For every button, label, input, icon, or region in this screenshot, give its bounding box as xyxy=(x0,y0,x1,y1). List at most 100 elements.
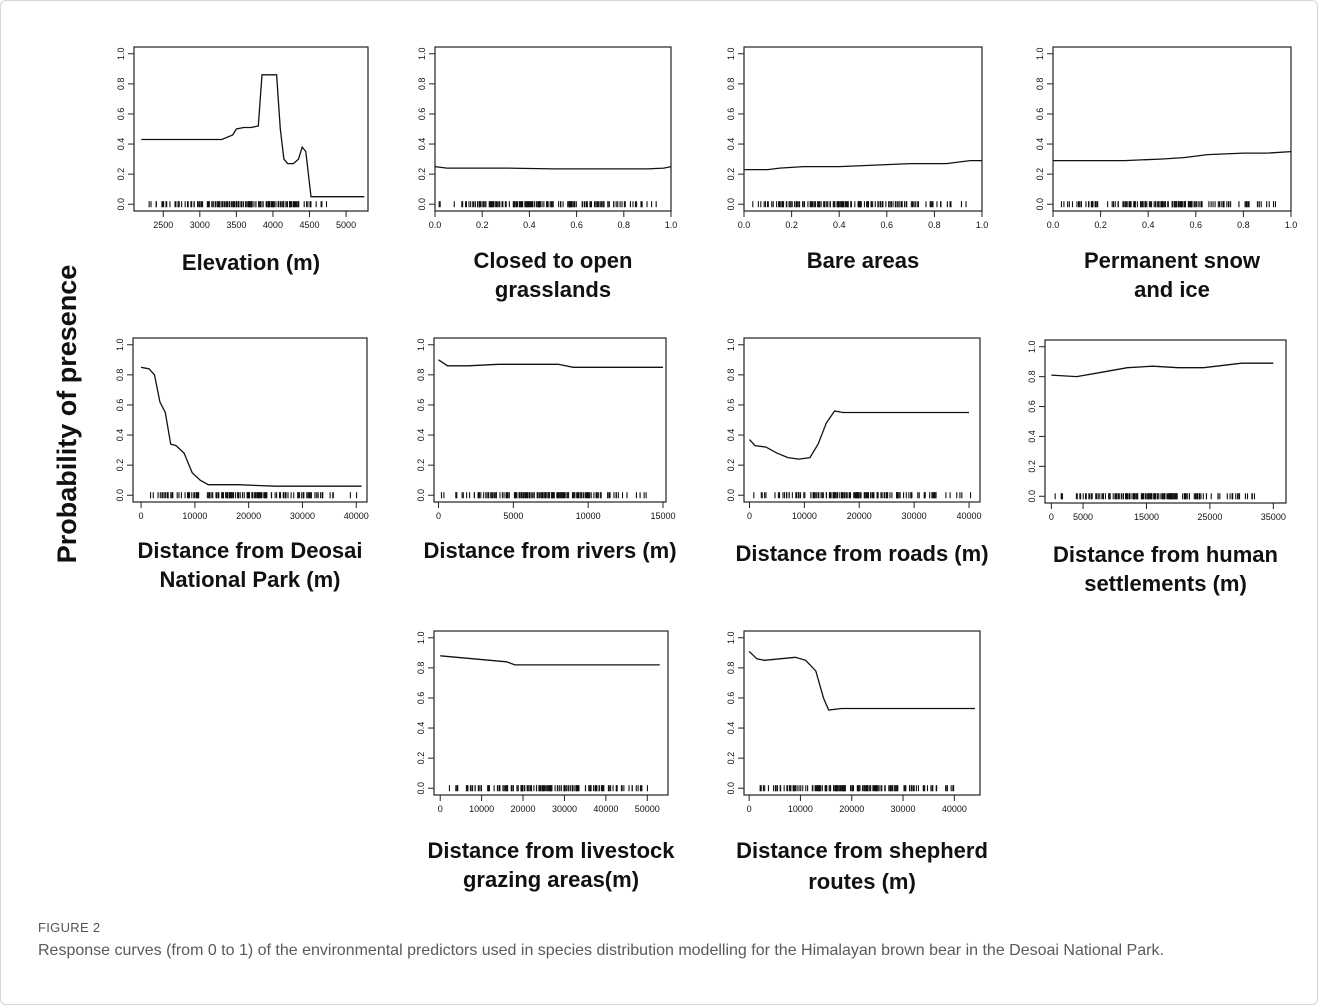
panel-shepherd: 0.0 0.2 0.4 0.6 0.8 1.0 0 10000 20000 30000 40000 D… xyxy=(726,630,988,894)
y-tick-label: 1.0 xyxy=(416,632,426,645)
x-tick-label: 10000 xyxy=(576,511,601,521)
panel-grasslands: 0.0 0.2 0.4 0.6 0.8 1.0 0.0 0.2 0.4 0.6 0.8 1.0 Clos… xyxy=(417,46,677,302)
y-tick-label: 0.6 xyxy=(726,399,736,412)
x-tick-label: 0.0 xyxy=(738,220,751,230)
y-tick-label: 1.0 xyxy=(416,339,426,352)
y-tick-label: 0.8 xyxy=(115,369,125,382)
y-tick-label: 0.0 xyxy=(116,198,126,211)
rug-marks xyxy=(759,785,955,792)
y-tick-label: 0.4 xyxy=(116,138,126,151)
panel-title: Distance from roads (m) xyxy=(735,541,988,566)
response-curve xyxy=(744,159,982,171)
y-tick-label: 0.4 xyxy=(417,138,427,151)
panel-title: grazing areas(m) xyxy=(463,867,639,892)
y-tick-label: 0.8 xyxy=(726,78,736,91)
panel-title: Closed to open xyxy=(474,248,633,273)
y-tick-label: 1.0 xyxy=(116,48,126,61)
x-tick-label: 0.0 xyxy=(429,220,442,230)
panel-elevation: 0.0 0.2 0.4 0.6 0.8 1.0 2500 3000 3500 4000 4500 50… xyxy=(116,46,369,275)
y-tick-label: 0.2 xyxy=(116,168,126,181)
panel-title: Distance from livestock xyxy=(428,838,676,863)
plot-box xyxy=(743,46,983,212)
y-tick-label: 0.6 xyxy=(726,692,736,705)
panel-bare: 0.0 0.2 0.4 0.6 0.8 1.0 0.0 0.2 0.4 0.6 0.8 1.0 Bare… xyxy=(726,46,989,273)
plot-box xyxy=(132,337,368,503)
panel-roads: 0.0 0.2 0.4 0.6 0.8 1.0 0 10000 20000 30000 40000 D… xyxy=(726,337,989,566)
response-curve xyxy=(434,165,672,170)
y-tick-label: 0.0 xyxy=(416,489,426,502)
rug-marks xyxy=(149,492,358,499)
x-tick-label: 0 xyxy=(139,511,144,521)
plot-box xyxy=(133,46,369,212)
y-tick-label: 0.2 xyxy=(1035,168,1045,181)
x-tick-label: 0.4 xyxy=(833,220,846,230)
x-tick-label: 30000 xyxy=(290,511,315,521)
panel-livestock: 0.0 0.2 0.4 0.6 0.8 1.0 0 10000 20000 30000 40000 5… xyxy=(416,630,676,892)
x-tick-label: 10000 xyxy=(792,511,817,521)
x-tick-label: 5000 xyxy=(1073,512,1093,522)
figure-caption: Response curves (from 0 to 1) of the env… xyxy=(38,942,1164,959)
x-tick-label: 0.8 xyxy=(1237,220,1250,230)
shared-y-axis-label: Probability of presence xyxy=(52,265,82,564)
x-tick-label: 1.0 xyxy=(976,220,989,230)
y-tick-label: 1.0 xyxy=(726,48,736,61)
x-tick-label: 1.0 xyxy=(1285,220,1298,230)
x-tick-label: 30000 xyxy=(902,511,927,521)
rug-marks xyxy=(148,201,328,208)
response-curve xyxy=(141,74,365,198)
response-curve xyxy=(140,366,362,487)
x-tick-label: 40000 xyxy=(344,511,369,521)
y-tick-label: 0.8 xyxy=(416,662,426,675)
plot-box xyxy=(743,337,981,503)
panel-title: Elevation (m) xyxy=(182,250,320,275)
y-tick-label: 0.8 xyxy=(1027,370,1037,383)
panel-snow: 0.0 0.2 0.4 0.6 0.8 1.0 0.0 0.2 0.4 0.6 0.8 1.0 Perm… xyxy=(1035,46,1298,302)
x-tick-label: 10000 xyxy=(182,511,207,521)
y-tick-label: 0.6 xyxy=(116,108,126,121)
panel-title: Distance from shepherd xyxy=(736,838,988,863)
response-curve xyxy=(748,650,975,711)
x-tick-label: 20000 xyxy=(839,804,864,814)
panel-title: Distance from rivers (m) xyxy=(423,538,676,563)
x-tick-label: 20000 xyxy=(236,511,261,521)
y-tick-label: 0.6 xyxy=(1027,400,1037,413)
y-tick-label: 0.0 xyxy=(726,198,736,211)
x-tick-label: 0.4 xyxy=(523,220,536,230)
y-tick-label: 0.0 xyxy=(416,782,426,795)
y-tick-label: 0.2 xyxy=(726,168,736,181)
y-tick-label: 0.4 xyxy=(416,429,426,442)
x-tick-label: 20000 xyxy=(511,804,536,814)
y-tick-label: 0.2 xyxy=(726,459,736,472)
x-tick-label: 0 xyxy=(747,511,752,521)
y-tick-label: 0.6 xyxy=(416,692,426,705)
y-tick-label: 0.0 xyxy=(726,489,736,502)
y-tick-label: 0.4 xyxy=(726,429,736,442)
panel-title: National Park (m) xyxy=(160,567,341,592)
x-tick-label: 0.6 xyxy=(570,220,583,230)
y-tick-label: 0.0 xyxy=(1035,198,1045,211)
y-tick-label: 0.0 xyxy=(417,198,427,211)
x-tick-label: 2500 xyxy=(153,220,173,230)
panel-title: settlements (m) xyxy=(1084,571,1247,596)
x-tick-label: 0.6 xyxy=(881,220,894,230)
y-tick-label: 1.0 xyxy=(115,339,125,352)
plot-box xyxy=(434,46,672,212)
rug-marks xyxy=(1060,201,1277,208)
response-curve xyxy=(1051,362,1274,378)
rug-marks xyxy=(1054,493,1256,500)
x-tick-label: 4500 xyxy=(299,220,319,230)
y-tick-label: 0.8 xyxy=(726,369,736,382)
x-tick-label: 0.2 xyxy=(476,220,489,230)
y-tick-label: 0.2 xyxy=(1027,460,1037,473)
x-tick-label: 3500 xyxy=(226,220,246,230)
x-tick-label: 40000 xyxy=(957,511,982,521)
x-tick-label: 5000 xyxy=(503,511,523,521)
y-tick-label: 0.6 xyxy=(416,399,426,412)
x-tick-label: 0 xyxy=(1049,512,1054,522)
plot-box xyxy=(743,630,981,796)
x-tick-label: 15000 xyxy=(650,511,675,521)
y-tick-label: 0.6 xyxy=(726,108,736,121)
x-tick-label: 40000 xyxy=(593,804,618,814)
x-tick-label: 10000 xyxy=(469,804,494,814)
plot-box xyxy=(433,337,667,503)
